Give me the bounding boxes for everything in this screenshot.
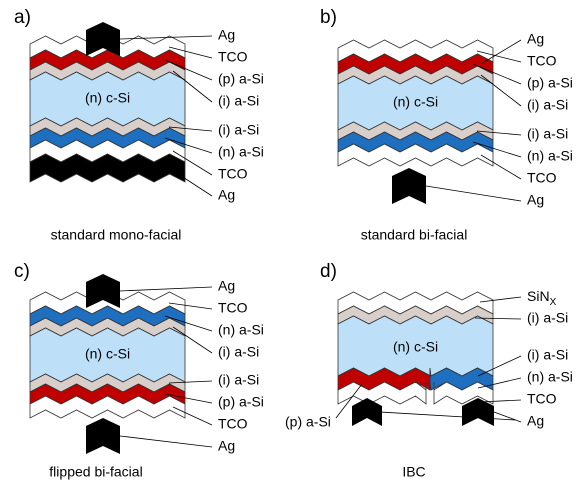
layer-label: Ag — [527, 413, 544, 429]
leader-line — [172, 150, 213, 176]
layer-label: (i) a-Si — [527, 347, 568, 363]
layer-label: Ag — [527, 192, 544, 208]
layer — [433, 381, 494, 405]
layer-label: (i) a-Si — [218, 93, 259, 109]
leader-line — [119, 35, 213, 40]
leader-line — [425, 185, 522, 202]
leader-line — [172, 70, 213, 103]
center-label: (n) c-Si — [393, 339, 438, 355]
leader-line — [477, 377, 522, 389]
leader-line — [493, 411, 522, 423]
leader-line — [164, 315, 213, 332]
leader-line — [164, 137, 213, 154]
leader-line — [480, 39, 522, 65]
center-label: (n) c-Si — [85, 90, 130, 106]
layer-label: (p) a-Si — [218, 394, 264, 410]
layer-label: Ag — [218, 187, 235, 203]
ag-contact — [86, 22, 120, 56]
layer-label: Ag — [218, 438, 235, 454]
leader-line — [168, 126, 213, 132]
leader-line — [472, 63, 522, 85]
center-label: (n) c-Si — [393, 94, 438, 110]
layer-label: (p) a-Si — [285, 414, 331, 430]
layer-label: SiNX — [527, 288, 557, 308]
layer-label: (i) a-Si — [527, 126, 568, 142]
layer-label: (n) a-Si — [218, 322, 264, 338]
layer — [29, 153, 186, 183]
center-label: (n) c-Si — [85, 346, 130, 362]
panel-label: c) — [14, 261, 30, 282]
layer-label: TCO — [218, 49, 248, 65]
leader-line — [480, 74, 522, 107]
layer — [29, 395, 186, 419]
layer-label: TCO — [527, 170, 557, 186]
leader-line — [335, 383, 363, 419]
layer-label: (n) a-Si — [218, 144, 264, 160]
leader-line — [168, 167, 213, 197]
leader-line — [164, 59, 213, 81]
leader-line — [472, 141, 522, 158]
layer-label: TCO — [527, 53, 557, 69]
layer-label-sub: X — [550, 297, 557, 308]
ag-contact — [392, 168, 426, 204]
ag-contact — [86, 418, 120, 454]
leader-line — [379, 411, 516, 421]
leader-line — [119, 286, 213, 292]
layer-label: (p) a-Si — [218, 71, 264, 87]
leader-line — [479, 399, 522, 403]
leader-line — [172, 406, 213, 426]
layer-label: TCO — [527, 391, 557, 407]
leader-line — [164, 393, 213, 404]
leader-line — [119, 435, 213, 448]
panel-label: b) — [320, 7, 337, 28]
leader-line — [168, 46, 213, 59]
ag-contact — [352, 398, 382, 426]
layer-label: TCO — [218, 300, 248, 316]
layer-label: (i) a-Si — [218, 122, 259, 138]
layer-label: Ag — [527, 31, 544, 47]
leader-line — [477, 355, 522, 377]
panel-label: d) — [320, 261, 337, 282]
layer — [337, 381, 427, 405]
leader-line — [172, 326, 213, 354]
layer-label: TCO — [218, 166, 248, 182]
leader-line — [474, 317, 522, 320]
caption: standard bi-facial — [361, 227, 468, 243]
layer-label: (i) a-Si — [218, 372, 259, 388]
layer-label: Ag — [218, 27, 235, 43]
layer-label: (i) a-Si — [527, 310, 568, 326]
leader-line — [479, 296, 522, 303]
layer-label: TCO — [218, 416, 248, 432]
leader-line — [168, 302, 213, 310]
layer-label: (n) a-Si — [527, 148, 573, 164]
leader-line — [476, 130, 522, 136]
layer-label: Ag — [218, 278, 235, 294]
leader-line — [168, 380, 213, 384]
layer-label-main: SiN — [527, 288, 550, 304]
caption: flipped bi-facial — [49, 464, 142, 480]
panel-label: a) — [14, 7, 31, 28]
caption: standard mono-facial — [51, 227, 182, 243]
leader-line — [480, 154, 522, 180]
ag-contact — [462, 398, 494, 426]
layer-label: (p) a-Si — [527, 75, 573, 91]
layer-label: (n) a-Si — [527, 369, 573, 385]
layer-label: (i) a-Si — [218, 344, 259, 360]
caption: IBC — [402, 464, 425, 480]
ag-contact — [86, 274, 120, 308]
layer-label: (i) a-Si — [527, 97, 568, 113]
layer — [337, 143, 494, 167]
leader-line — [476, 50, 522, 63]
